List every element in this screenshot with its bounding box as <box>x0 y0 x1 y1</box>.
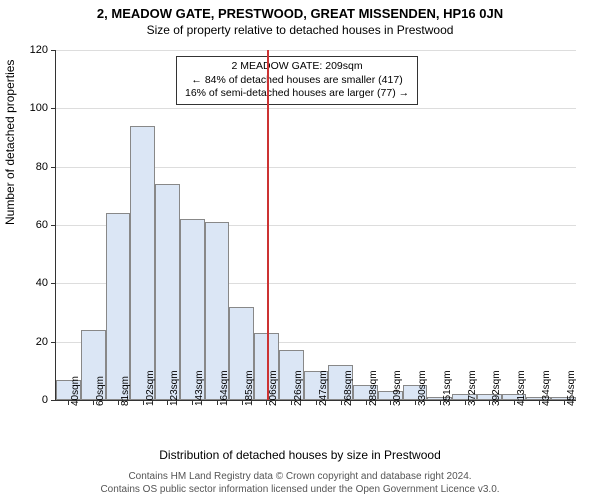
x-tick-label: 351sqm <box>442 370 453 406</box>
y-tick-label: 60 <box>36 219 56 231</box>
footer-line-1: Contains HM Land Registry data © Crown c… <box>0 470 600 483</box>
x-tick-label: 206sqm <box>268 370 279 406</box>
x-tick <box>415 400 416 405</box>
grid-line <box>56 108 576 109</box>
x-tick-label: 40sqm <box>70 376 81 406</box>
y-tick-label: 120 <box>30 44 56 56</box>
histogram-chart: 2 MEADOW GATE: 209sqm ← 84% of detached … <box>55 50 576 401</box>
x-tick-label: 185sqm <box>244 370 255 406</box>
x-tick-label: 288sqm <box>368 370 379 406</box>
x-tick-label: 330sqm <box>417 370 428 406</box>
x-tick <box>217 400 218 405</box>
annotation-box: 2 MEADOW GATE: 209sqm ← 84% of detached … <box>176 56 418 105</box>
histogram-bar <box>106 213 131 400</box>
x-tick <box>366 400 367 405</box>
x-tick-label: 309sqm <box>392 370 403 406</box>
annotation-line-3: 16% of semi-detached houses are larger (… <box>185 87 409 101</box>
grid-line <box>56 50 576 51</box>
x-tick <box>514 400 515 405</box>
x-tick-label: 268sqm <box>343 370 354 406</box>
x-tick-label: 454sqm <box>566 370 577 406</box>
x-tick-label: 81sqm <box>120 376 131 406</box>
y-tick-label: 20 <box>36 336 56 348</box>
x-tick-label: 226sqm <box>293 370 304 406</box>
y-tick-label: 0 <box>42 394 56 406</box>
annotation-line-1: 2 MEADOW GATE: 209sqm <box>185 60 409 74</box>
x-tick <box>242 400 243 405</box>
x-tick-label: 392sqm <box>491 370 502 406</box>
footer-line-2: Contains OS public sector information li… <box>0 483 600 496</box>
y-tick-label: 100 <box>30 102 56 114</box>
chart-subtitle: Size of property relative to detached ho… <box>0 21 600 37</box>
x-tick <box>93 400 94 405</box>
x-axis-title: Distribution of detached houses by size … <box>0 448 600 462</box>
x-tick <box>143 400 144 405</box>
footer: Contains HM Land Registry data © Crown c… <box>0 470 600 496</box>
histogram-bar <box>130 126 155 400</box>
page-title: 2, MEADOW GATE, PRESTWOOD, GREAT MISSEND… <box>0 0 600 21</box>
x-tick <box>440 400 441 405</box>
x-tick-label: 60sqm <box>95 376 106 406</box>
x-tick-label: 123sqm <box>169 370 180 406</box>
x-tick-label: 102sqm <box>145 370 156 406</box>
x-tick-label: 434sqm <box>541 370 552 406</box>
x-tick <box>341 400 342 405</box>
x-tick-label: 247sqm <box>318 370 329 406</box>
x-tick <box>118 400 119 405</box>
y-tick-label: 40 <box>36 277 56 289</box>
y-axis-title: Number of detached properties <box>3 60 17 225</box>
x-tick <box>564 400 565 405</box>
annotation-line-2: ← 84% of detached houses are smaller (41… <box>185 74 409 88</box>
x-tick <box>465 400 466 405</box>
histogram-bar <box>155 184 180 400</box>
property-marker-line <box>267 50 269 400</box>
y-tick-label: 80 <box>36 161 56 173</box>
x-tick <box>316 400 317 405</box>
x-tick-label: 413sqm <box>516 370 527 406</box>
x-tick-label: 372sqm <box>467 370 478 406</box>
x-tick-label: 143sqm <box>194 370 205 406</box>
x-tick <box>539 400 540 405</box>
x-tick-label: 164sqm <box>219 370 230 406</box>
